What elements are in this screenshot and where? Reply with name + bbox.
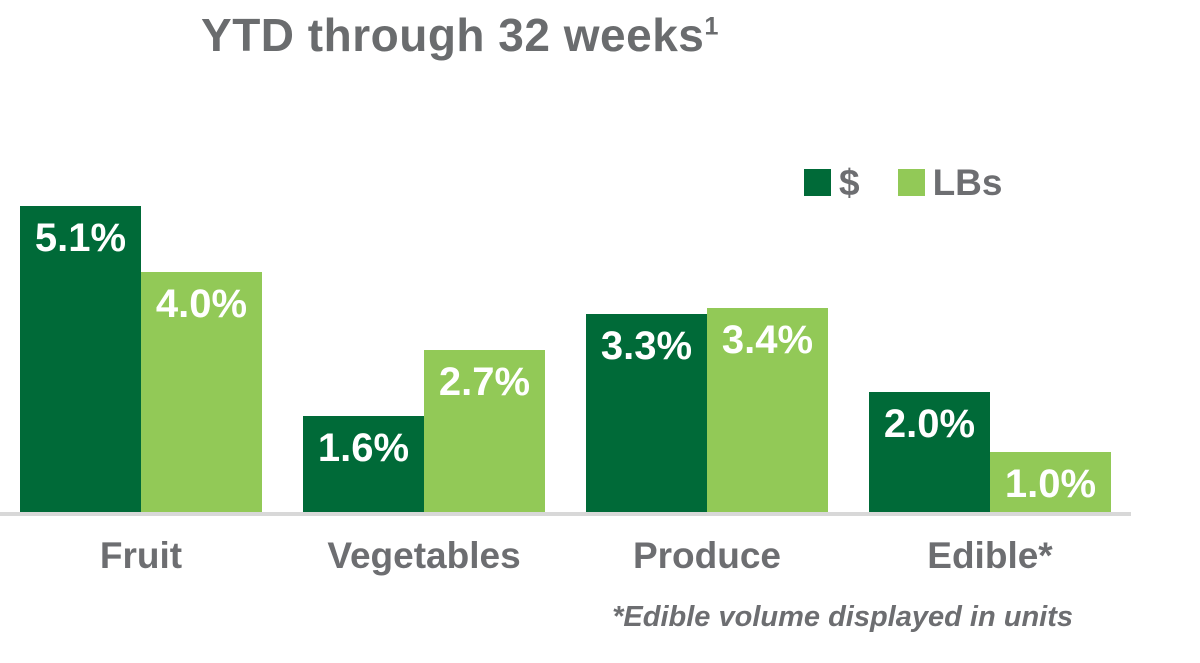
bar-value-label-dollars-produce: 3.3% xyxy=(600,324,693,368)
bar-value-label-dollars-edible: 2.0% xyxy=(883,402,976,446)
bar-value-label-lbs-produce: 3.4% xyxy=(721,318,814,362)
bar-lbs-fruit: 4.0% xyxy=(141,272,262,512)
legend-swatch-lbs-icon xyxy=(897,169,925,196)
bar-lbs-edible: 1.0% xyxy=(990,452,1111,512)
bar-value-label-dollars-vegetables: 1.6% xyxy=(317,426,410,470)
chart-title-text: YTD through 32 weeks xyxy=(201,9,705,61)
bar-lbs-produce: 3.4% xyxy=(707,308,828,512)
bar-value-label-dollars-fruit: 5.1% xyxy=(34,216,127,260)
category-label-fruit: Fruit xyxy=(99,535,183,576)
footnote: *Edible volume displayed in units xyxy=(612,601,1073,633)
bar-dollars-edible: 2.0% xyxy=(869,392,990,512)
category-label-produce: Produce xyxy=(632,535,782,576)
x-axis-line xyxy=(0,512,1131,516)
legend-item-dollars: $ xyxy=(804,164,860,201)
legend-swatch-dollars-icon xyxy=(804,169,831,196)
chart-title: YTD through 32 weeks1 xyxy=(0,10,920,61)
chart-title-superscript: 1 xyxy=(704,12,719,41)
category-label-edible: Edible* xyxy=(927,535,1053,576)
category-label-vegetables: Vegetables xyxy=(327,535,521,576)
legend-label-dollars: $ xyxy=(839,162,860,203)
legend-item-lbs: LBs xyxy=(897,162,1003,203)
bar-lbs-vegetables: 2.7% xyxy=(424,350,545,512)
legend-label-lbs: LBs xyxy=(932,162,1003,203)
bar-value-label-lbs-vegetables: 2.7% xyxy=(438,360,531,404)
bar-value-label-lbs-fruit: 4.0% xyxy=(155,282,248,326)
legend: $ LBs xyxy=(804,164,1002,201)
bar-value-label-lbs-edible: 1.0% xyxy=(1004,462,1097,506)
bar-dollars-fruit: 5.1% xyxy=(20,206,141,512)
bar-dollars-produce: 3.3% xyxy=(586,314,707,512)
bar-dollars-vegetables: 1.6% xyxy=(303,416,424,512)
